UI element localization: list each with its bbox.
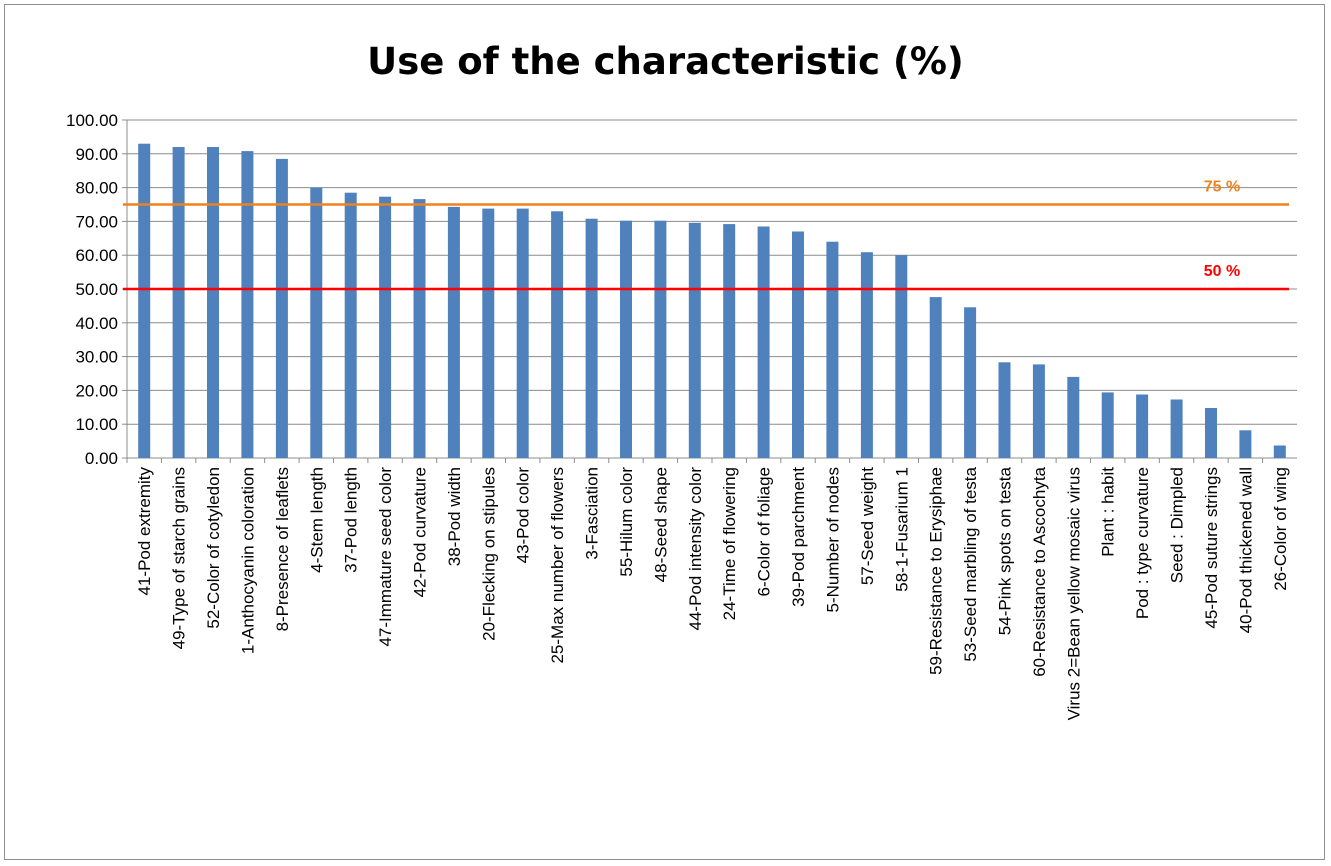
bar [723,224,736,458]
x-tick-label: 38-Pod width [445,467,464,566]
bar [860,252,873,458]
y-tick-label: 100.00 [66,111,118,130]
y-tick-label: 40.00 [75,314,118,333]
x-tick-label: 55-Hilum color [617,467,636,577]
x-tick-label: 43-Pod color [514,467,533,564]
bar [275,158,288,458]
bar [998,362,1011,458]
bar [1239,430,1252,458]
bar [241,151,254,458]
bar [1205,408,1217,458]
y-tick-label: 70.00 [75,212,118,231]
bar [310,187,323,458]
bar [1273,445,1286,458]
y-tick-label: 0.00 [85,449,118,468]
y-tick-label: 90.00 [75,145,118,164]
bar [551,211,564,458]
x-tick-label: 48-Seed shape [651,467,670,582]
x-tick-label: Virus 2=Bean yellow mosaic virus [1064,467,1083,720]
x-tick-label: 45-Pod suture strings [1202,467,1221,629]
bar [482,208,495,458]
y-tick-label: 50.00 [75,280,118,299]
y-tick-label: 10.00 [75,415,118,434]
bar [792,231,804,458]
x-tick-label: 1-Anthocyanin coloration [238,467,257,654]
x-tick-label: Seed : Dimpled [1168,467,1187,583]
bar [826,241,839,458]
x-tick-label: 52-Color of cotyledon [204,467,223,629]
x-tick-label: 24-Time of flowering [720,467,739,620]
bar [1067,376,1080,458]
bar [929,297,942,458]
bar [413,199,426,458]
x-tick-label: 8-Presence of leaflets [273,467,292,631]
x-tick-label: 40-Pod thickened wall [1236,467,1255,633]
bar [344,192,357,458]
y-tick-label: 20.00 [75,381,118,400]
chart-title: Use of the characteristic (%) [367,40,964,83]
bar [138,143,151,458]
bar [585,218,598,458]
bar [1136,394,1149,458]
bar [688,222,701,458]
bar [207,147,219,458]
bar [654,220,667,458]
x-tick-label: 54-Pink spots on testa [996,466,1015,635]
bar [895,255,908,458]
bar [172,147,185,458]
bar [516,208,529,458]
x-tick-label: 4-Stem length [307,467,326,573]
x-tick-label: 53-Seed marbling of testa [961,466,980,661]
x-tick-label: 41-Pod extremity [135,467,154,596]
y-tick-label: 80.00 [75,179,118,198]
x-tick-label: 59-Resistance to Erysiphae [927,467,946,675]
x-tick-label: 26-Color of wing [1271,467,1290,591]
y-tick-label: 60.00 [75,246,118,265]
bar [379,196,392,458]
x-tick-label: 3-Fasciation [583,467,602,560]
x-tick-label: 49-Type of starch grains [170,467,189,649]
y-tick-label: 30.00 [75,348,118,367]
x-tick-label: Pod : type curvature [1133,467,1152,619]
x-tick-label: 39-Pod parchment [789,467,808,607]
bar [1101,392,1114,458]
x-tick-label: 37-Pod length [342,467,361,573]
x-tick-label: 47-Immature seed color [376,467,395,647]
bar [1170,399,1183,458]
x-tick-label: 60-Resistance to Ascochyta [1030,466,1049,676]
x-tick-label: 42-Pod curvature [411,467,430,597]
x-tick-label: 5-Number of nodes [823,467,842,613]
bar [447,206,460,458]
bar [757,226,770,458]
bar [620,220,632,458]
threshold-label: 50 % [1204,263,1240,280]
x-tick-label: 25-Max number of flowers [548,467,567,664]
x-tick-label: 58-1-Fusarium 1 [892,467,911,592]
x-tick-label: Plant : habit [1099,467,1118,557]
bar [964,307,977,458]
bar [1032,364,1045,458]
x-tick-label: 57-Seed weight [858,467,877,585]
x-tick-label: 20-Flecking on stipules [479,467,498,641]
x-tick-label: 6-Color of foliage [755,467,774,596]
threshold-label: 75 % [1204,179,1240,196]
x-tick-label: 44-Pod intensity color [686,467,705,631]
